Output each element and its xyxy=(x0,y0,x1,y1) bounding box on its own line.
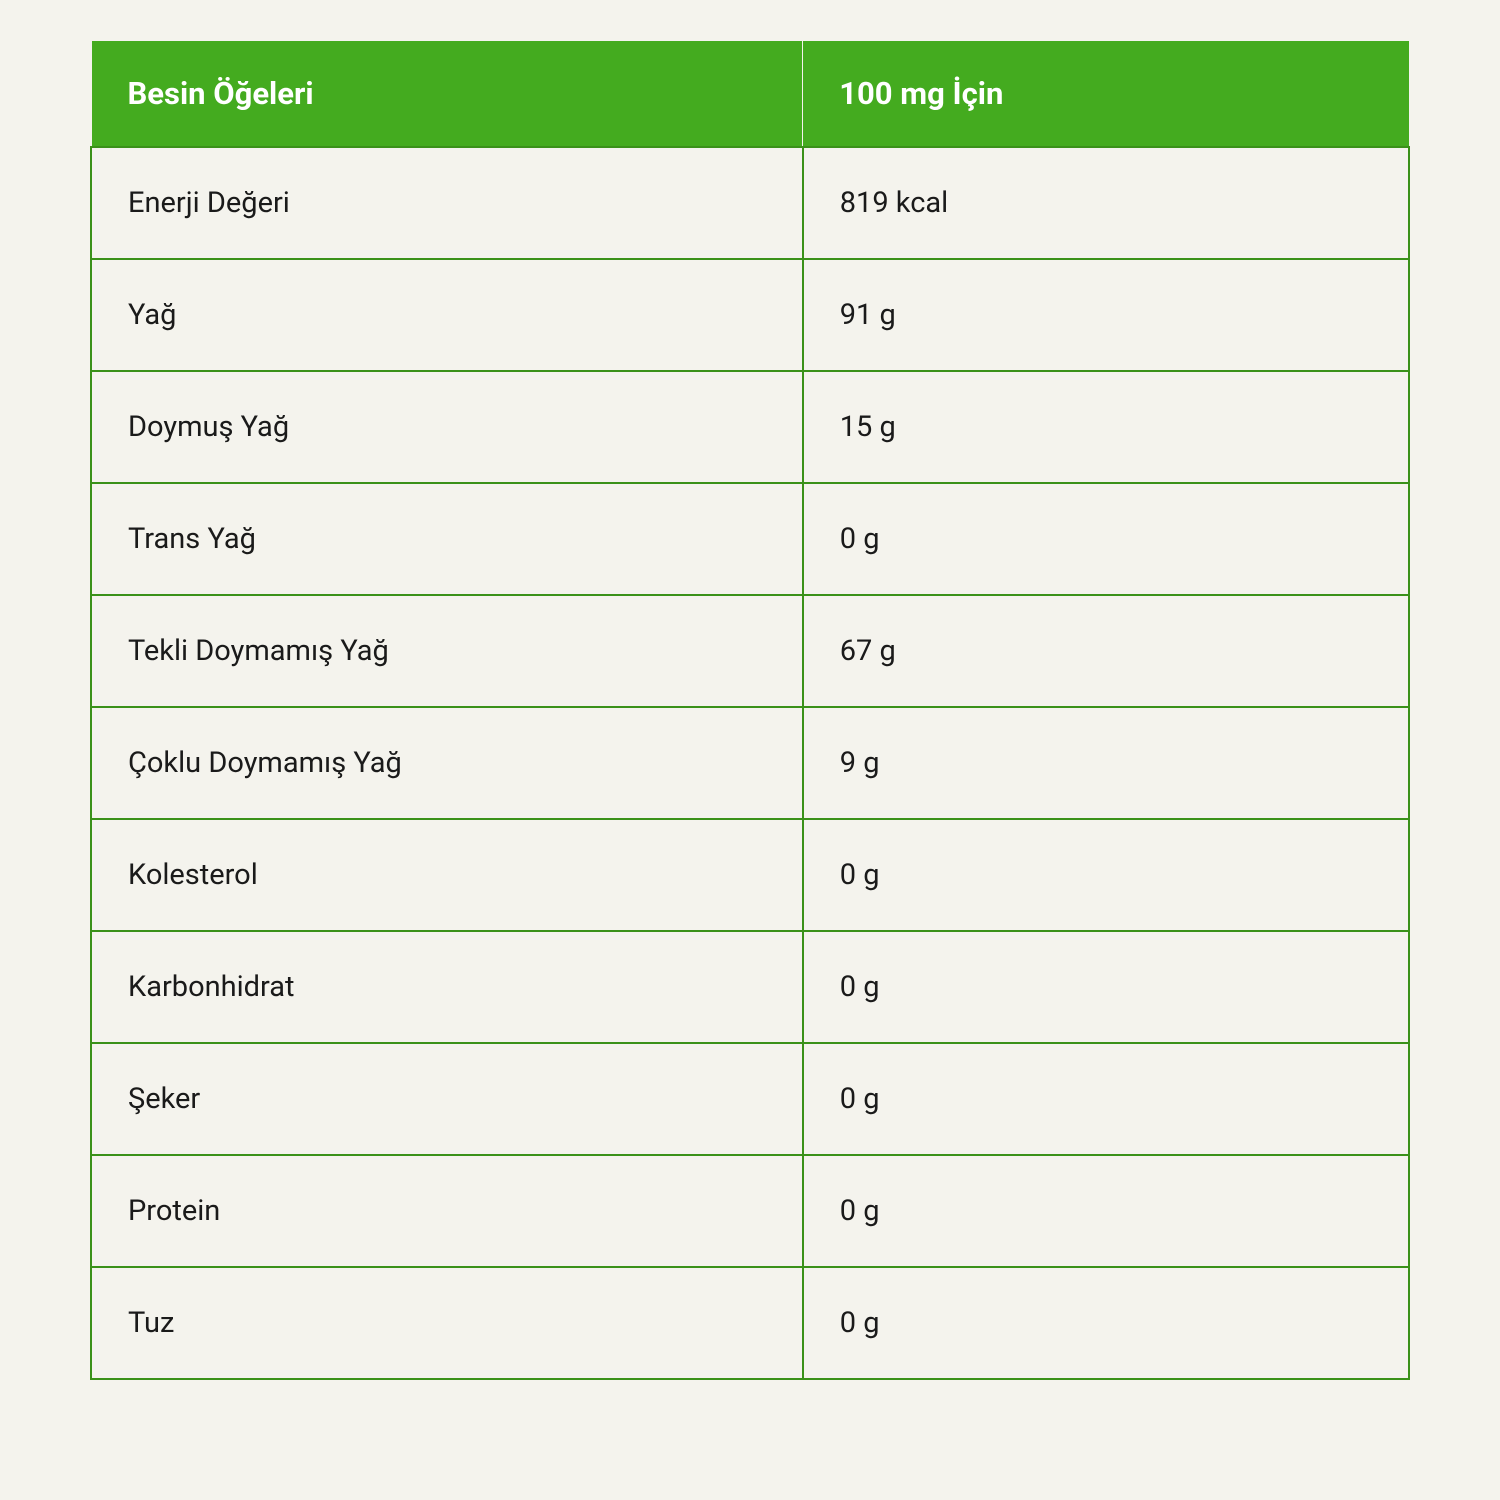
nutrient-label: Doymuş Yağ xyxy=(91,371,803,483)
table-row: Çoklu Doymamış Yağ 9 g xyxy=(91,707,1409,819)
column-header-amount: 100 mg İçin xyxy=(803,41,1409,148)
table-row: Yağ 91 g xyxy=(91,259,1409,371)
table-row: Kolesterol 0 g xyxy=(91,819,1409,931)
nutrient-value: 0 g xyxy=(803,819,1409,931)
column-header-nutrient: Besin Öğeleri xyxy=(91,41,803,148)
nutrient-value: 819 kcal xyxy=(803,147,1409,259)
nutrient-value: 0 g xyxy=(803,1155,1409,1267)
nutrient-value: 67 g xyxy=(803,595,1409,707)
nutrient-label: Kolesterol xyxy=(91,819,803,931)
table-row: Doymuş Yağ 15 g xyxy=(91,371,1409,483)
nutrient-label: Tekli Doymamış Yağ xyxy=(91,595,803,707)
table-row: Karbonhidrat 0 g xyxy=(91,931,1409,1043)
nutrient-value: 91 g xyxy=(803,259,1409,371)
nutrient-label: Trans Yağ xyxy=(91,483,803,595)
table-row: Şeker 0 g xyxy=(91,1043,1409,1155)
table-row: Protein 0 g xyxy=(91,1155,1409,1267)
nutrient-value: 0 g xyxy=(803,931,1409,1043)
nutrient-label: Şeker xyxy=(91,1043,803,1155)
nutrient-label: Yağ xyxy=(91,259,803,371)
nutrient-value: 15 g xyxy=(803,371,1409,483)
nutrient-label: Karbonhidrat xyxy=(91,931,803,1043)
table-row: Enerji Değeri 819 kcal xyxy=(91,147,1409,259)
table-row: Tuz 0 g xyxy=(91,1267,1409,1379)
nutrient-label: Çoklu Doymamış Yağ xyxy=(91,707,803,819)
nutrient-value: 9 g xyxy=(803,707,1409,819)
nutrient-value: 0 g xyxy=(803,1267,1409,1379)
table-row: Trans Yağ 0 g xyxy=(91,483,1409,595)
nutrient-label: Enerji Değeri xyxy=(91,147,803,259)
nutrient-label: Tuz xyxy=(91,1267,803,1379)
nutrient-value: 0 g xyxy=(803,1043,1409,1155)
nutrient-value: 0 g xyxy=(803,483,1409,595)
table-header-row: Besin Öğeleri 100 mg İçin xyxy=(91,41,1409,148)
nutrition-table: Besin Öğeleri 100 mg İçin Enerji Değeri … xyxy=(90,40,1410,1380)
table-row: Tekli Doymamış Yağ 67 g xyxy=(91,595,1409,707)
nutrient-label: Protein xyxy=(91,1155,803,1267)
